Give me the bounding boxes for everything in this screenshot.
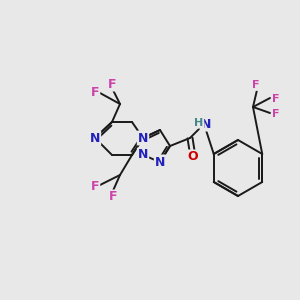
Text: N: N bbox=[138, 131, 148, 145]
Text: O: O bbox=[188, 151, 198, 164]
Text: N: N bbox=[155, 155, 165, 169]
Text: F: F bbox=[272, 94, 280, 104]
Text: F: F bbox=[272, 109, 280, 119]
Text: F: F bbox=[108, 77, 116, 91]
Text: F: F bbox=[109, 190, 117, 203]
Text: F: F bbox=[91, 86, 99, 100]
Text: N: N bbox=[138, 148, 148, 161]
Text: F: F bbox=[91, 181, 99, 194]
Text: H: H bbox=[194, 118, 204, 128]
Text: F: F bbox=[252, 80, 260, 90]
Text: N: N bbox=[201, 118, 211, 130]
Text: N: N bbox=[90, 131, 100, 145]
